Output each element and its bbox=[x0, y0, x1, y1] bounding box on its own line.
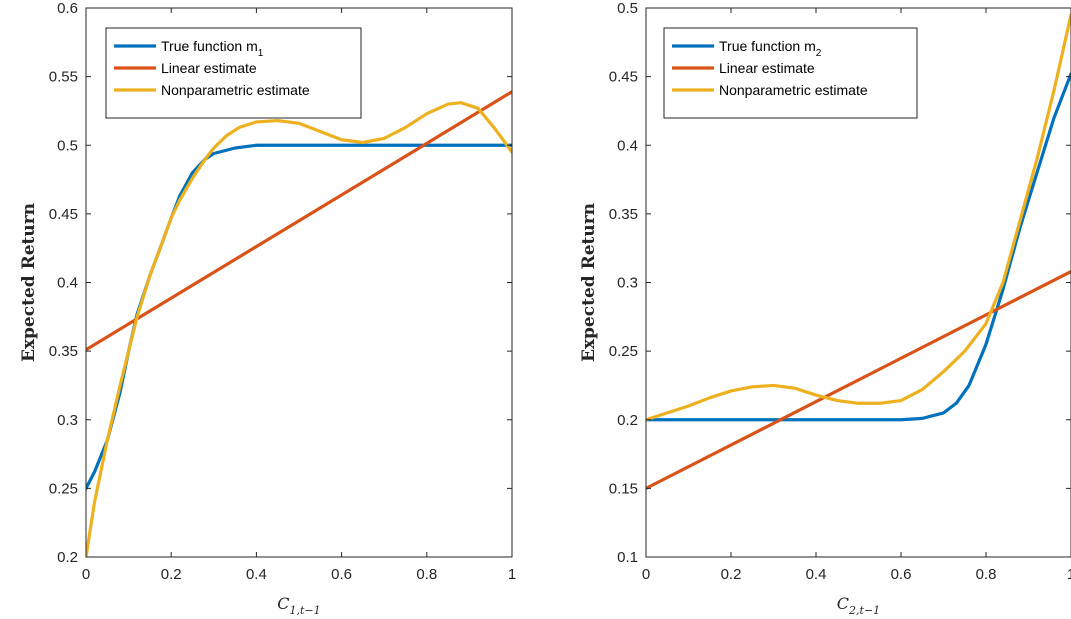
legend-label-2: Linear estimate bbox=[161, 60, 257, 76]
legend-label-2: Linear estimate bbox=[719, 60, 815, 76]
x-axis-label: C1,t−1 bbox=[277, 594, 320, 617]
x-axis-label-subscript: 1,t−1 bbox=[290, 604, 321, 617]
legend-label-main: True function m bbox=[719, 38, 816, 54]
legend-box bbox=[663, 27, 918, 119]
x-axis-label: C2,t−1 bbox=[837, 594, 880, 617]
y-tick-label: 0.2 bbox=[617, 412, 638, 429]
x-axis-label-subscript: 2,t−1 bbox=[848, 604, 880, 617]
y-axis-label: Expected Return bbox=[19, 203, 39, 362]
y-tick-label: 0.2 bbox=[57, 549, 78, 566]
legend-label-1: True function m1 bbox=[161, 38, 264, 59]
legend-label-1: True function m2 bbox=[719, 38, 822, 59]
y-tick-label: 0.35 bbox=[609, 206, 638, 223]
x-tick-label: 0.6 bbox=[891, 566, 912, 583]
y-tick-label: 0.25 bbox=[49, 480, 78, 497]
y-tick-label: 0.45 bbox=[609, 69, 638, 86]
series-group bbox=[646, 13, 1071, 490]
series-line-2 bbox=[86, 90, 512, 352]
y-tick-label: 0.3 bbox=[57, 412, 78, 429]
y-tick-label: 0.4 bbox=[617, 137, 638, 154]
legend-box bbox=[105, 27, 362, 119]
y-tick-label: 0.55 bbox=[49, 69, 78, 86]
series-line-3 bbox=[646, 13, 1071, 422]
x-axis-label-main: C bbox=[837, 594, 849, 613]
x-tick-label: 0.4 bbox=[246, 566, 267, 583]
x-tick-label: 1 bbox=[1067, 566, 1071, 583]
legend-label-main: True function m bbox=[161, 38, 258, 54]
x-tick-label: 0.2 bbox=[161, 566, 182, 583]
x-tick-label: 0 bbox=[642, 566, 650, 583]
y-tick-label: 0.25 bbox=[609, 343, 638, 360]
series-group bbox=[86, 90, 512, 557]
y-axis-label: Expected Return bbox=[579, 203, 599, 362]
y-tick-label: 0.6 bbox=[57, 0, 78, 17]
y-tick-label: 0.15 bbox=[609, 480, 638, 497]
legend-label-3: Nonparametric estimate bbox=[719, 82, 868, 98]
legend-label-main: Nonparametric estimate bbox=[161, 82, 310, 98]
x-tick-label: 0 bbox=[82, 566, 90, 583]
x-tick-label: 0.6 bbox=[331, 566, 352, 583]
legend-label-main: Linear estimate bbox=[161, 60, 257, 76]
series-line-2 bbox=[646, 269, 1071, 490]
series-line-3 bbox=[86, 101, 512, 557]
series-line-1 bbox=[646, 72, 1071, 422]
y-tick-label: 0.4 bbox=[57, 275, 78, 292]
x-tick-label: 0.2 bbox=[721, 566, 742, 583]
x-tick-label: 0.8 bbox=[976, 566, 997, 583]
legend-label-main: Linear estimate bbox=[719, 60, 815, 76]
x-tick-label: 0.4 bbox=[806, 566, 827, 583]
legend-label-3: Nonparametric estimate bbox=[161, 82, 310, 98]
legend-label-subscript: 1 bbox=[258, 48, 264, 59]
chart-panel-2: 0 0.2 0.4 0.6 0.8 1 0.1 0.15 0.2 0.25 0.3 0.35 0.4 0.… bbox=[579, 0, 1071, 617]
y-tick-label: 0.3 bbox=[617, 275, 638, 292]
y-tick-label: 0.1 bbox=[617, 549, 638, 566]
y-tick-label: 0.5 bbox=[617, 0, 638, 17]
y-tick-label: 0.45 bbox=[49, 206, 78, 223]
x-axis-label-main: C bbox=[277, 594, 289, 613]
x-tick-label: 0.8 bbox=[416, 566, 437, 583]
y-tick-label: 0.35 bbox=[49, 343, 78, 360]
y-tick-label: 0.5 bbox=[57, 137, 78, 154]
chart-panel-1: 0 0.2 0.4 0.6 0.8 10.20.250.30.350.40.450.50.… bbox=[19, 0, 516, 617]
legend-label-main: Nonparametric estimate bbox=[719, 82, 868, 98]
x-tick-label: 1 bbox=[508, 566, 516, 583]
legend-label-subscript: 2 bbox=[816, 48, 822, 59]
